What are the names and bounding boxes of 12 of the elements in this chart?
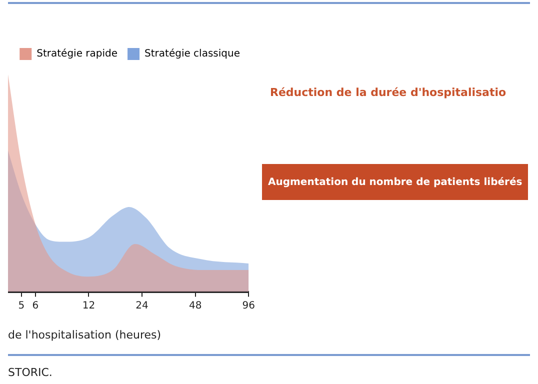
x-axis-title: de l'hospitalisation (heures): [8, 328, 162, 342]
x-tick-label: 5: [18, 300, 25, 312]
x-tick-label: 24: [136, 300, 148, 312]
x-tick-label: 12: [82, 300, 96, 312]
legend-label: Stratégie classique: [144, 48, 240, 60]
x-tick-label: 48: [188, 300, 202, 312]
legend-label: Stratégie rapide: [36, 48, 118, 60]
text: Réduction de la durée d'hospitalisatio: [270, 86, 506, 99]
text: Augmentation du nombre de patients libérés: [262, 164, 528, 200]
text: STORIC.: [8, 366, 52, 379]
x-tick-label: 6: [32, 300, 39, 312]
x-tick-label: 96: [242, 300, 256, 312]
